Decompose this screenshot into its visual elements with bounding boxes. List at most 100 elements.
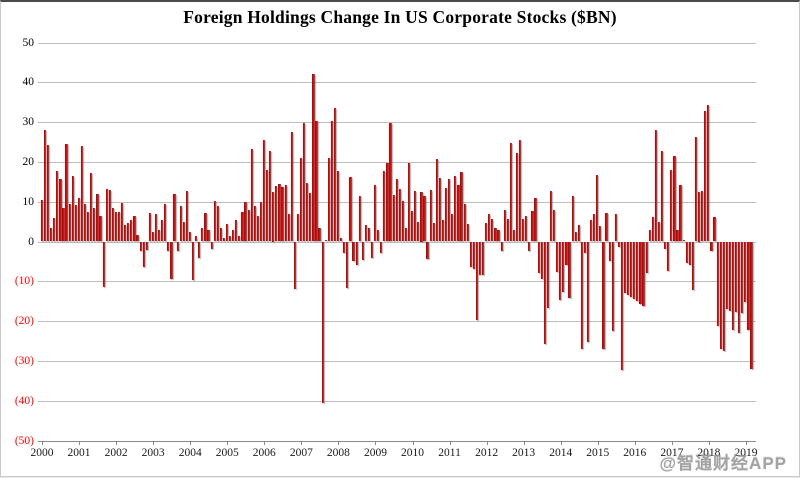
bar — [139, 241, 142, 252]
bar — [698, 191, 701, 242]
bar — [275, 185, 278, 242]
bar — [407, 162, 411, 242]
bar — [80, 145, 84, 242]
y-tick-label: 0 — [28, 235, 34, 248]
gridline — [38, 82, 756, 84]
bar — [222, 237, 226, 242]
x-tick-label: 2007 — [289, 446, 313, 459]
bar — [608, 241, 611, 262]
bar — [333, 107, 337, 242]
bar — [173, 194, 176, 242]
x-tick — [412, 440, 414, 445]
bar — [657, 222, 661, 242]
x-tick-label: 2008 — [326, 446, 350, 459]
bar — [99, 215, 102, 242]
bar — [318, 227, 321, 242]
bar — [229, 235, 232, 242]
bar — [750, 241, 753, 369]
y-tick-label: 20 — [22, 155, 35, 168]
bar — [454, 175, 457, 242]
x-tick-label: 2013 — [512, 446, 536, 459]
bar — [664, 241, 667, 250]
y-tick-label: (30) — [14, 354, 34, 367]
bar — [543, 241, 546, 344]
bar — [466, 223, 469, 242]
bar — [315, 121, 318, 242]
bar — [154, 214, 158, 242]
bar — [201, 227, 204, 242]
bar — [636, 241, 639, 302]
bar — [324, 239, 327, 242]
bar — [667, 241, 670, 272]
x-tick — [227, 440, 229, 445]
y-tick-label: 10 — [22, 195, 35, 208]
bar — [121, 202, 124, 242]
bar — [185, 190, 188, 242]
x-tick-label: 2010 — [401, 446, 424, 459]
bar — [488, 214, 491, 242]
bar — [392, 194, 395, 242]
bar — [111, 207, 114, 242]
x-tick-label: 2002 — [104, 446, 128, 459]
bar — [713, 216, 716, 242]
bar — [503, 209, 506, 242]
bar — [195, 236, 198, 242]
bar — [290, 132, 293, 242]
x-tick — [597, 440, 599, 445]
x-tick — [338, 440, 340, 445]
bar — [423, 195, 426, 242]
bar — [198, 241, 201, 259]
bar — [117, 212, 121, 242]
gridline — [38, 281, 756, 283]
bar — [383, 171, 386, 242]
bar — [522, 218, 525, 242]
bar — [404, 227, 408, 242]
bar — [114, 211, 118, 242]
bar — [148, 212, 151, 242]
x-tick — [42, 440, 43, 445]
bar — [284, 184, 287, 242]
bar — [744, 241, 747, 302]
bar — [269, 150, 272, 242]
bar — [340, 238, 343, 242]
x-tick — [745, 440, 747, 445]
bar — [296, 214, 300, 242]
bar — [93, 208, 96, 242]
bar — [670, 169, 673, 242]
bar — [346, 241, 349, 289]
bar — [108, 189, 111, 242]
gridline — [38, 42, 756, 44]
bar — [343, 241, 346, 254]
bar — [716, 241, 719, 327]
bar — [170, 241, 173, 279]
bar — [722, 241, 725, 351]
bar — [43, 130, 47, 242]
gridline — [38, 400, 756, 402]
bar — [482, 241, 485, 275]
bar — [485, 223, 488, 242]
x-tick-label: 2016 — [623, 446, 647, 459]
bar — [377, 229, 380, 242]
bar — [386, 162, 389, 242]
bar — [364, 224, 367, 242]
x-tick — [560, 440, 562, 445]
bar — [102, 241, 105, 288]
bar — [167, 241, 170, 252]
bar — [577, 224, 580, 242]
bar — [395, 178, 398, 242]
bar — [559, 241, 562, 300]
bar — [158, 229, 161, 242]
bar — [710, 241, 713, 252]
bar — [349, 177, 352, 242]
x-tick — [301, 440, 303, 445]
bar — [74, 204, 77, 242]
bar — [534, 198, 537, 242]
bar — [389, 123, 392, 242]
bar — [380, 241, 383, 254]
bar — [556, 241, 559, 272]
x-tick — [375, 440, 377, 445]
bar — [235, 219, 238, 242]
bar — [306, 182, 309, 242]
x-tick-label: 2017 — [660, 446, 684, 459]
bar — [460, 171, 463, 242]
